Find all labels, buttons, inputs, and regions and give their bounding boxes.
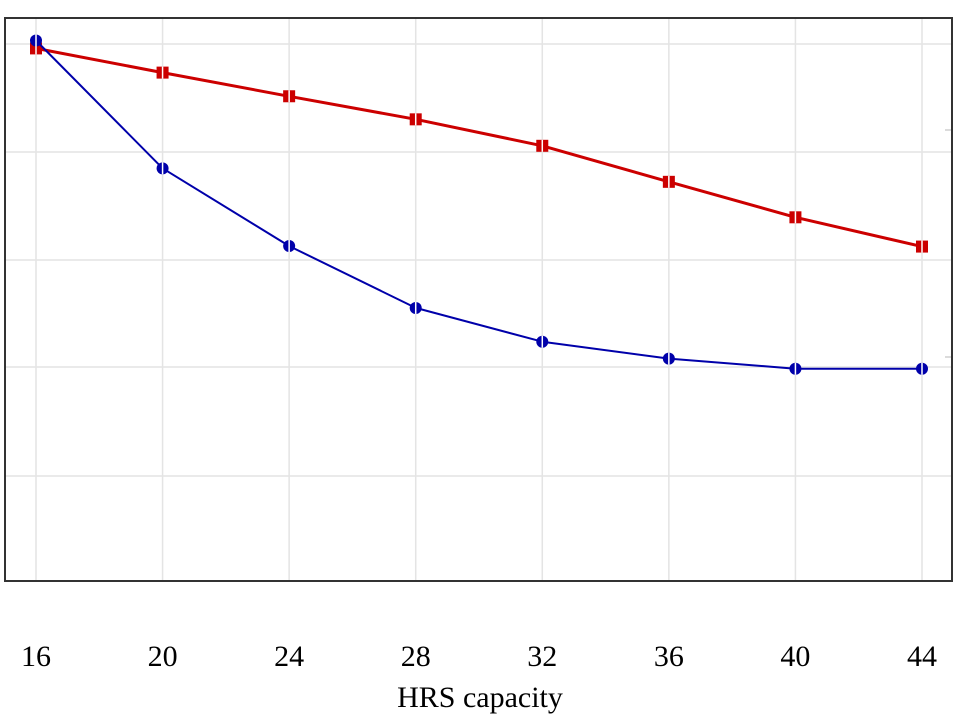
x-tick-labels: 16 20 24 28 32 36 40 44	[21, 640, 937, 673]
x-axis-title: HRS capacity	[397, 681, 563, 714]
x-tick-label: 24	[274, 640, 304, 673]
plot-frame	[4, 17, 953, 582]
x-tick-label: 32	[527, 640, 557, 673]
x-tick-label: 28	[401, 640, 431, 673]
grid-lines	[5, 18, 952, 581]
series-line	[35, 39, 922, 370]
series-line	[35, 46, 923, 249]
series-layer	[30, 34, 928, 375]
x-tick-label: 40	[780, 640, 810, 673]
x-tick-label: 36	[654, 640, 684, 673]
x-tick-label: 20	[148, 640, 178, 673]
x-tick-label: 44	[907, 640, 937, 673]
x-tick-label: 16	[21, 640, 51, 673]
